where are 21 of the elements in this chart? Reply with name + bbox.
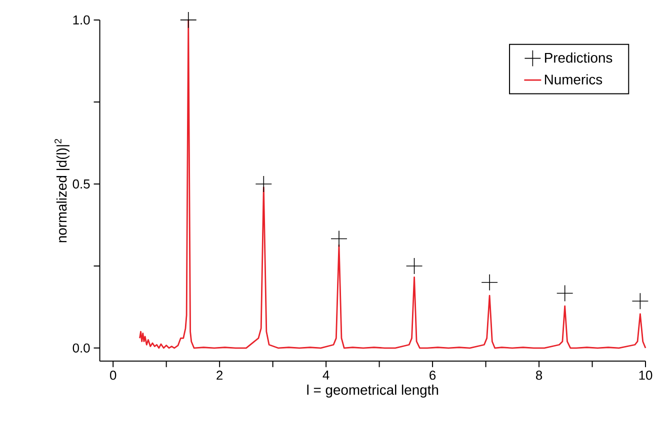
point <box>406 258 423 274</box>
y-tick-label: 0.0 <box>72 343 90 353</box>
line-series <box>139 19 646 349</box>
y-tick-label: 1.0 <box>73 15 90 25</box>
x-tick-label: 8 <box>536 370 542 380</box>
point <box>632 292 649 310</box>
legend-label: Numerics <box>544 74 602 84</box>
x-tick-label: 6 <box>430 370 436 380</box>
point <box>330 230 348 248</box>
y-axis-title: normalized |d(l)|$^{2}$ <box>54 138 70 242</box>
x-axis-title: l = geometrical length <box>307 384 438 398</box>
y-tick-label: 0.5 <box>72 179 90 189</box>
x-tick-label: 2 <box>216 370 223 380</box>
point <box>481 274 498 291</box>
legend-label: Predictions <box>544 52 612 63</box>
x-tick-label: 0 <box>110 370 116 380</box>
x-tick-label: 4 <box>322 370 330 380</box>
point <box>180 12 197 28</box>
x-tick-label: 10 <box>639 370 652 380</box>
point <box>556 284 574 302</box>
point <box>255 176 272 192</box>
